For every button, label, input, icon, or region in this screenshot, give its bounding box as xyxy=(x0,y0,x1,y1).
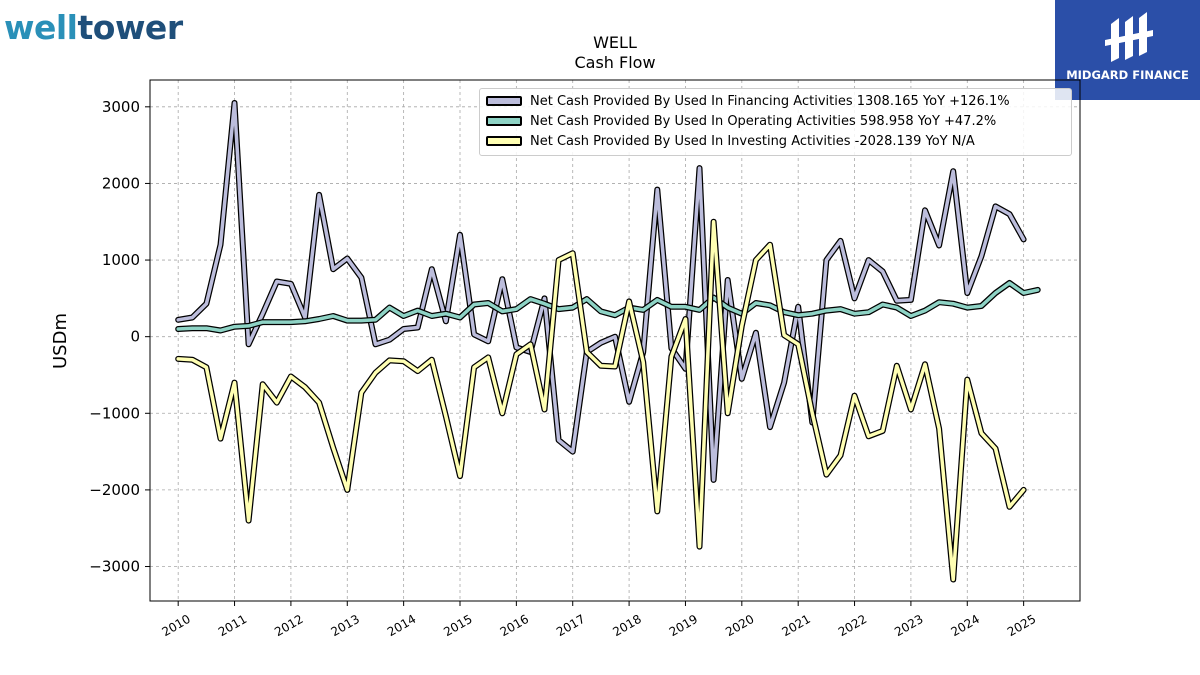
midgard-brand-name: MIDGARD FINANCE xyxy=(1066,68,1189,82)
midgard-emblem-icon xyxy=(1105,12,1153,62)
legend-swatch-investing xyxy=(486,136,522,146)
y-tick-label: 2000 xyxy=(102,174,140,192)
logo-part-1: well xyxy=(4,8,78,47)
y-tick-label: −3000 xyxy=(89,558,140,576)
x-tick-label: 2012 xyxy=(272,612,305,639)
x-tick-label: 2016 xyxy=(498,612,531,639)
legend-label-investing: Net Cash Provided By Used In Investing A… xyxy=(530,133,975,149)
x-tick-label: 2014 xyxy=(385,612,418,639)
legend-item-operating: Net Cash Provided By Used In Operating A… xyxy=(486,111,996,131)
series-line xyxy=(176,101,1026,482)
x-tick-label: 2021 xyxy=(779,612,812,639)
legend-label-operating: Net Cash Provided By Used In Operating A… xyxy=(530,113,997,129)
series-line-outline xyxy=(175,218,1027,583)
logo-part-2: tower xyxy=(77,8,184,47)
x-tick-label: 2024 xyxy=(949,612,982,639)
x-tick-label: 2020 xyxy=(723,612,756,639)
x-tick-label: 2013 xyxy=(329,612,362,639)
welltower-logo: welltower xyxy=(4,8,183,47)
chart-legend: Net Cash Provided By Used In Financing A… xyxy=(479,88,1072,156)
series-1 xyxy=(175,280,1041,334)
y-tick-label: 3000 xyxy=(102,98,140,116)
x-tick-label: 2017 xyxy=(554,612,587,639)
series-0 xyxy=(175,100,1027,483)
series-line xyxy=(176,219,1026,582)
series-2 xyxy=(175,218,1027,583)
y-tick-label: −2000 xyxy=(89,481,140,499)
x-tick-label: 2023 xyxy=(892,612,925,639)
legend-item-investing: Net Cash Provided By Used In Investing A… xyxy=(486,131,975,151)
chart-subtitle: Cash Flow xyxy=(574,53,656,72)
legend-label-financing: Net Cash Provided By Used In Financing A… xyxy=(530,93,1010,109)
x-tick-label: 2011 xyxy=(216,612,249,639)
x-tick-label: 2022 xyxy=(836,612,869,639)
y-tick-label: −1000 xyxy=(89,404,140,422)
legend-item-financing: Net Cash Provided By Used In Financing A… xyxy=(486,91,1010,111)
x-tick-label: 2018 xyxy=(610,612,643,639)
x-tick-label: 2015 xyxy=(441,612,474,639)
x-tick-label: 2010 xyxy=(159,612,192,639)
series-line-outline xyxy=(175,100,1027,483)
y-tick-label: 0 xyxy=(130,328,140,346)
x-tick-label: 2019 xyxy=(667,612,700,639)
plot-frame xyxy=(149,79,1081,602)
midgard-finance-logo: MIDGARD FINANCE xyxy=(1055,0,1200,100)
legend-swatch-financing xyxy=(486,96,522,106)
series-line xyxy=(176,281,1040,333)
y-tick-label: 1000 xyxy=(102,251,140,269)
x-tick-label: 2025 xyxy=(1005,612,1038,639)
series-layer xyxy=(175,100,1041,583)
chart-title: WELL xyxy=(593,33,637,52)
y-axis-label: USDm xyxy=(50,313,71,369)
legend-swatch-operating xyxy=(486,116,522,126)
